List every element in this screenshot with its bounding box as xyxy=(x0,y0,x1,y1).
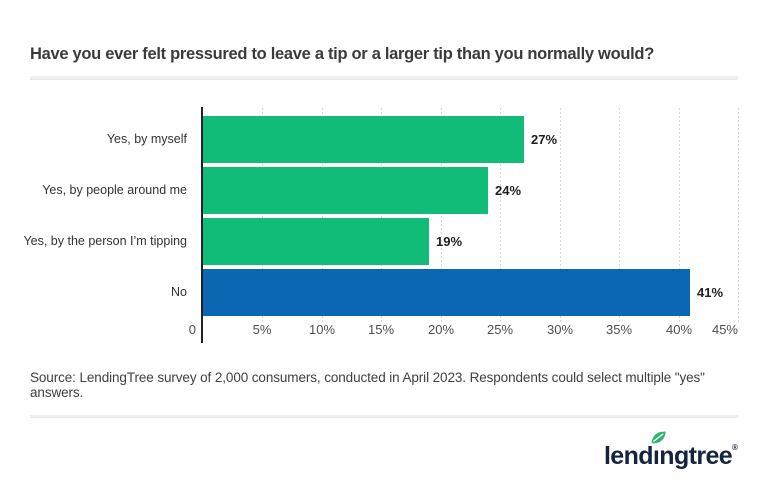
lendingtree-logo: lendıngtree® xyxy=(603,431,738,471)
value-label: 24% xyxy=(495,183,522,198)
category-label: No xyxy=(171,285,187,299)
gridline xyxy=(381,108,382,322)
logo-wordmark: lendıngtree xyxy=(603,442,733,470)
gridline xyxy=(262,108,263,322)
gridline xyxy=(619,108,620,322)
gridline xyxy=(738,108,739,322)
chart-title: Have you ever felt pressured to leave a … xyxy=(30,45,654,63)
x-tick-label: 40% xyxy=(665,322,693,337)
x-tick-label: 35% xyxy=(605,322,633,337)
gridline xyxy=(500,108,501,322)
gridline xyxy=(679,108,680,322)
value-label: 41% xyxy=(697,285,724,300)
registered-trademark-icon: ® xyxy=(732,443,738,452)
y-axis-line xyxy=(201,107,203,343)
bar xyxy=(203,218,429,265)
category-label: Yes, by the person I’m tipping xyxy=(23,234,187,248)
x-tick-label: 25% xyxy=(486,322,514,337)
bar xyxy=(203,269,690,316)
gridline xyxy=(560,108,561,322)
x-tick-label: 45% xyxy=(711,322,738,337)
source-note: Source: LendingTree survey of 2,000 cons… xyxy=(30,370,705,400)
value-label: 19% xyxy=(436,234,463,249)
x-tick-label: 10% xyxy=(308,322,336,337)
x-tick-label: 20% xyxy=(427,322,455,337)
category-label: Yes, by myself xyxy=(106,132,187,146)
value-label: 27% xyxy=(531,132,558,147)
footer-divider xyxy=(30,415,738,418)
x-tick-label: 15% xyxy=(367,322,395,337)
bar xyxy=(203,116,524,163)
category-label: Yes, by people around me xyxy=(42,183,187,197)
x-tick-label: 0 xyxy=(188,322,196,337)
leaf-icon xyxy=(649,428,668,447)
bar xyxy=(203,167,488,214)
logo-wordmark-wrap: lendıngtree® xyxy=(603,431,738,471)
title-divider xyxy=(30,76,738,80)
x-tick-label: 30% xyxy=(546,322,574,337)
x-tick-label: 5% xyxy=(252,322,272,337)
gridline xyxy=(322,108,323,322)
bar-chart: Yes, by myself 27% Yes, by people around m… xyxy=(23,107,739,343)
gridline xyxy=(441,108,442,322)
